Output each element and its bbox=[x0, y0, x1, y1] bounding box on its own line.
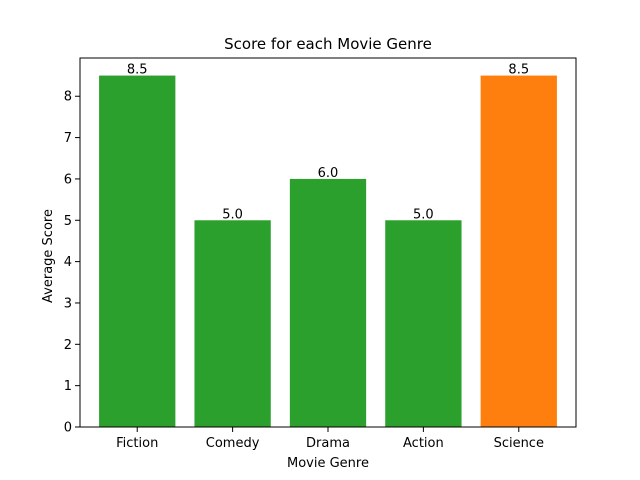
data-labels: 8.5 5.0 6.0 5.0 8.5 bbox=[127, 63, 529, 223]
bar-science bbox=[480, 75, 557, 428]
x-tick-label: Action bbox=[403, 436, 444, 451]
y-tick-label: 8 bbox=[64, 90, 72, 105]
y-axis-label: Average Score bbox=[41, 209, 56, 303]
x-tick-label: Drama bbox=[306, 436, 350, 451]
y-tick-label: 7 bbox=[64, 131, 72, 146]
data-label-comedy: 5.0 bbox=[222, 207, 243, 222]
y-tick-label: 6 bbox=[64, 172, 72, 187]
bar-fiction bbox=[99, 75, 176, 428]
x-axis-label: Movie Genre bbox=[287, 456, 369, 471]
bar-action bbox=[385, 220, 462, 427]
plot-area bbox=[79, 57, 577, 428]
x-tick-label: Science bbox=[494, 436, 544, 451]
y-tick-label: 2 bbox=[64, 338, 72, 353]
data-label-action: 5.0 bbox=[413, 207, 434, 222]
y-tick-label: 4 bbox=[64, 255, 72, 270]
x-axis-ticks: Fiction Comedy Drama Action Science bbox=[116, 427, 544, 451]
data-label-fiction: 8.5 bbox=[127, 63, 148, 78]
bars bbox=[99, 75, 557, 428]
chart-title: Score for each Movie Genre bbox=[224, 35, 432, 53]
bar-comedy bbox=[194, 220, 271, 427]
y-tick-label: 0 bbox=[64, 421, 72, 436]
bar-drama bbox=[289, 178, 367, 427]
x-tick-label: Comedy bbox=[206, 436, 260, 451]
x-tick-label: Fiction bbox=[116, 436, 158, 451]
axes-frame bbox=[79, 57, 577, 428]
y-tick-label: 1 bbox=[64, 379, 72, 394]
y-axis-ticks: 0 1 2 3 4 5 6 7 8 bbox=[64, 90, 80, 436]
y-tick-label: 5 bbox=[64, 214, 72, 229]
y-tick-label: 3 bbox=[64, 296, 72, 311]
data-label-drama: 6.0 bbox=[318, 166, 339, 181]
data-label-science: 8.5 bbox=[508, 63, 529, 78]
